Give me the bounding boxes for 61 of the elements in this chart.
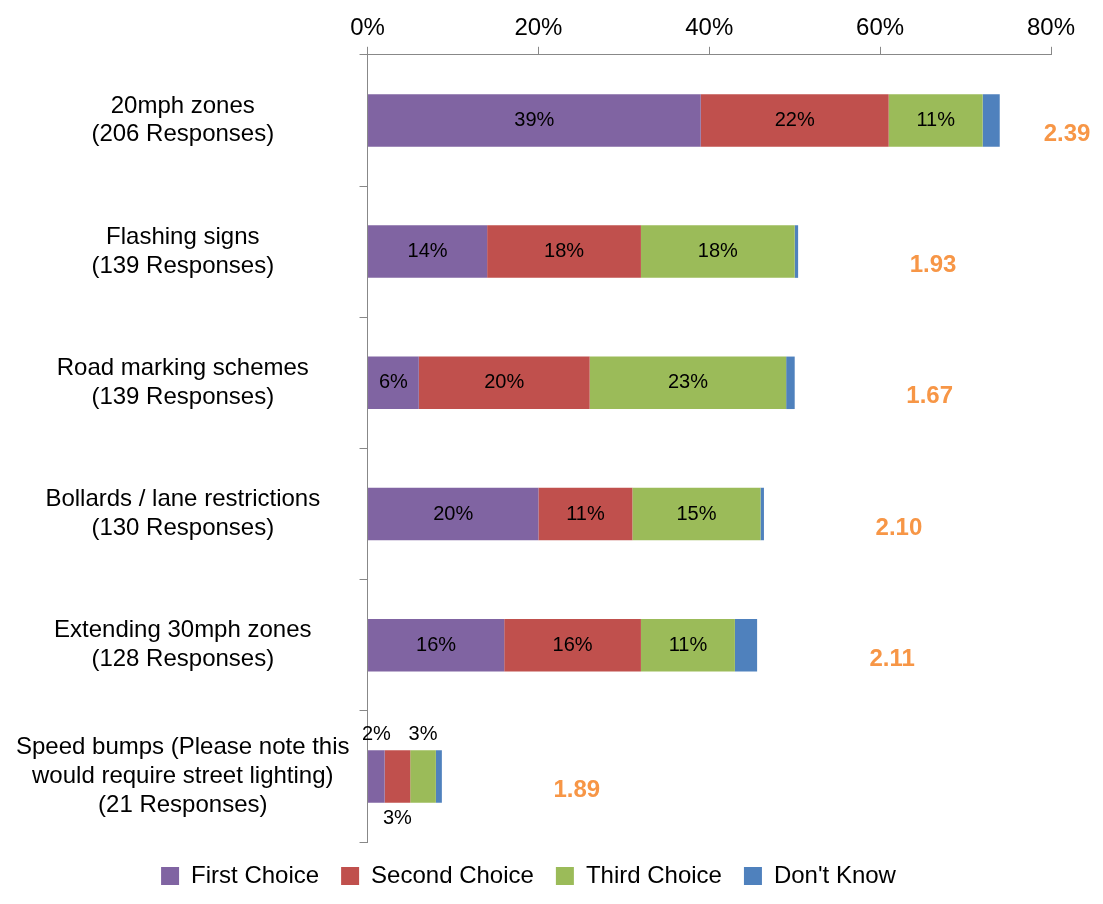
data-label: 6% [378, 370, 409, 393]
data-label: 20% [433, 501, 474, 524]
bar [368, 487, 539, 541]
legend-label: Third Choice [585, 860, 722, 888]
y-tick-label: Extending 30mph zones (128 Responses) [54, 615, 312, 672]
data-label: 3% [408, 721, 438, 744]
data-label: 20% [484, 370, 525, 393]
annotation: 2.39 [1043, 119, 1091, 147]
bar [487, 225, 641, 278]
data-label: 14% [407, 239, 448, 262]
bar [368, 225, 488, 278]
bar [435, 750, 442, 803]
data-label: 23% [667, 370, 709, 393]
bar [786, 356, 795, 410]
x-tick-label: 0% [350, 13, 385, 41]
bar [368, 618, 505, 672]
data-label: 2% [361, 721, 391, 744]
bar [418, 356, 590, 410]
data-label: 16% [416, 632, 457, 655]
data-label: 11% [916, 107, 956, 130]
annotation: 2.10 [875, 512, 923, 540]
data-label: 3% [382, 806, 413, 829]
x-tick-label: 20% [514, 13, 563, 41]
data-label: 15% [676, 501, 717, 524]
legend-label: Second Choice [371, 860, 534, 888]
bar [640, 225, 795, 278]
annotation: 1.67 [906, 381, 954, 409]
bar [538, 487, 633, 541]
bar [888, 94, 983, 147]
bar [982, 94, 1000, 147]
bar [589, 356, 787, 410]
bar [368, 356, 419, 410]
bar [632, 487, 761, 541]
x-tick-label: 60% [856, 13, 905, 41]
bar [700, 94, 889, 147]
data-label: 18% [697, 239, 739, 262]
legend-label: Don't Know [773, 860, 897, 888]
data-label: 18% [544, 239, 585, 262]
data-label: 39% [514, 107, 555, 130]
x-tick-label: 40% [685, 13, 734, 41]
y-tick-label: Bollards / lane restrictions (130 Responses) [45, 484, 321, 541]
bar [368, 750, 385, 803]
annotation: 2.11 [869, 643, 915, 671]
data-label: 11% [566, 501, 605, 524]
legend-label: First Choice [191, 860, 320, 888]
bar [640, 618, 735, 672]
data-label: 16% [552, 632, 593, 655]
y-tick-label: 20mph zones (206 Responses) [91, 90, 275, 147]
data-label: 11% [668, 632, 708, 655]
annotation: 1.89 [553, 775, 601, 803]
bar [410, 750, 436, 803]
y-tick-label: Speed bumps (Please note this would require street lighting) (21 Responses) [16, 732, 350, 817]
x-tick-label: 80% [1026, 13, 1076, 41]
data-label: 22% [774, 107, 815, 130]
bar [384, 750, 411, 803]
y-tick-label: Road marking schemes (139 Responses) [56, 353, 309, 409]
bar [368, 94, 701, 147]
y-tick-label: Flashing signs (139 Responses) [91, 221, 275, 278]
annotation: 1.93 [909, 250, 957, 278]
bar [734, 618, 758, 672]
bar [504, 618, 641, 672]
